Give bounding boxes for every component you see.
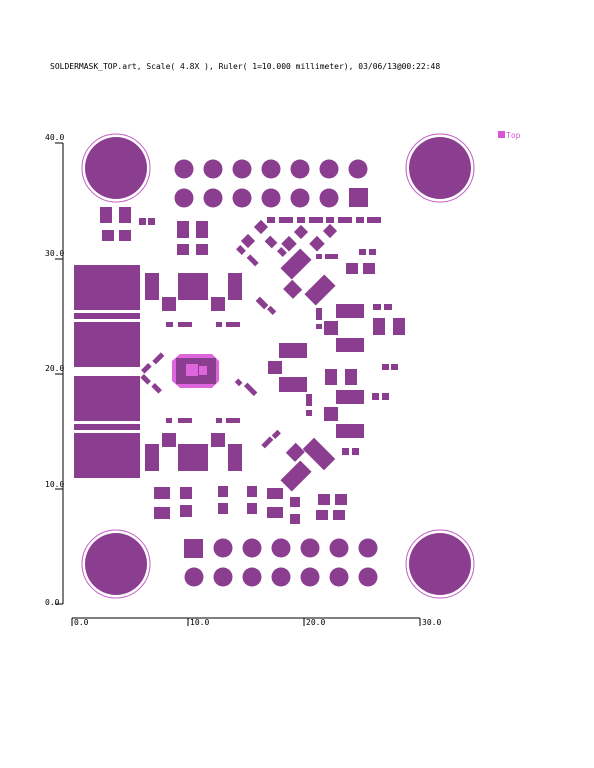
x-tick-label: 30.0 (422, 618, 441, 627)
y-tick-label: 20.0 (45, 364, 64, 373)
x-tick-label: 10.0 (190, 618, 209, 627)
y-tick-label: 30.0 (45, 249, 64, 258)
x-tick-label: 0.0 (74, 618, 89, 627)
y-axis (55, 143, 63, 604)
y-tick-label: 0.0 (45, 598, 60, 607)
y-tick-label: 40.0 (45, 133, 64, 142)
pads (74, 160, 405, 587)
legend-label: Top (506, 131, 521, 140)
legend-swatch (498, 131, 505, 138)
y-tick-label: 10.0 (45, 480, 64, 489)
center-ic (172, 354, 219, 388)
x-tick-label: 20.0 (306, 618, 325, 627)
x-axis (72, 618, 420, 626)
